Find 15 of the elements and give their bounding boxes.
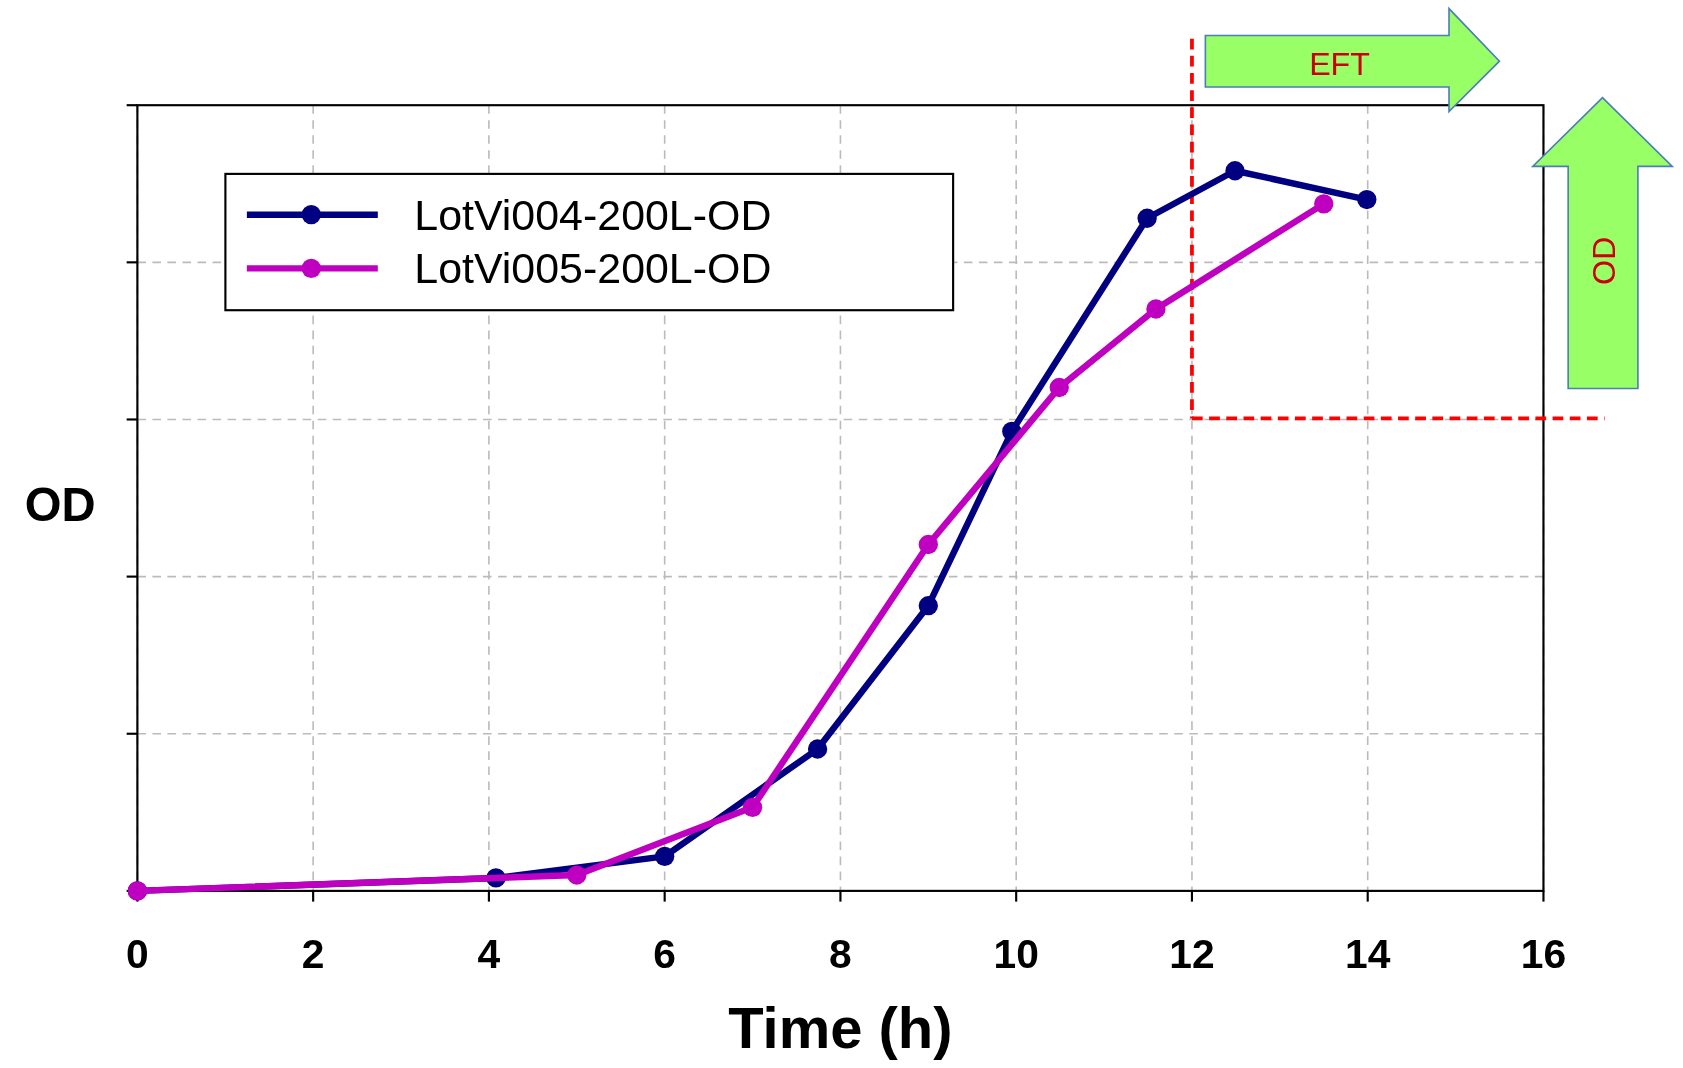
x-tick-label: 14 bbox=[1345, 931, 1391, 978]
text: EFT bbox=[1309, 46, 1370, 83]
x-tick-label: 12 bbox=[1169, 931, 1215, 978]
y-axis-title: OD bbox=[24, 477, 96, 531]
x-tick-label: 0 bbox=[126, 931, 149, 978]
x-tick-label: 6 bbox=[653, 931, 677, 978]
x-tick-label: 4 bbox=[477, 931, 501, 978]
legend-label: LotVi004-200L-OD bbox=[414, 190, 772, 239]
x-tick-label: 2 bbox=[301, 931, 325, 978]
x-axis-title: Time (h) bbox=[728, 995, 953, 1060]
legend-label: LotVi005-200L-OD bbox=[414, 244, 772, 293]
text: OD bbox=[1586, 236, 1623, 285]
x-tick-label: 16 bbox=[1520, 931, 1567, 978]
x-tick-label: 8 bbox=[829, 931, 852, 978]
x-tick-label: 10 bbox=[993, 931, 1039, 978]
